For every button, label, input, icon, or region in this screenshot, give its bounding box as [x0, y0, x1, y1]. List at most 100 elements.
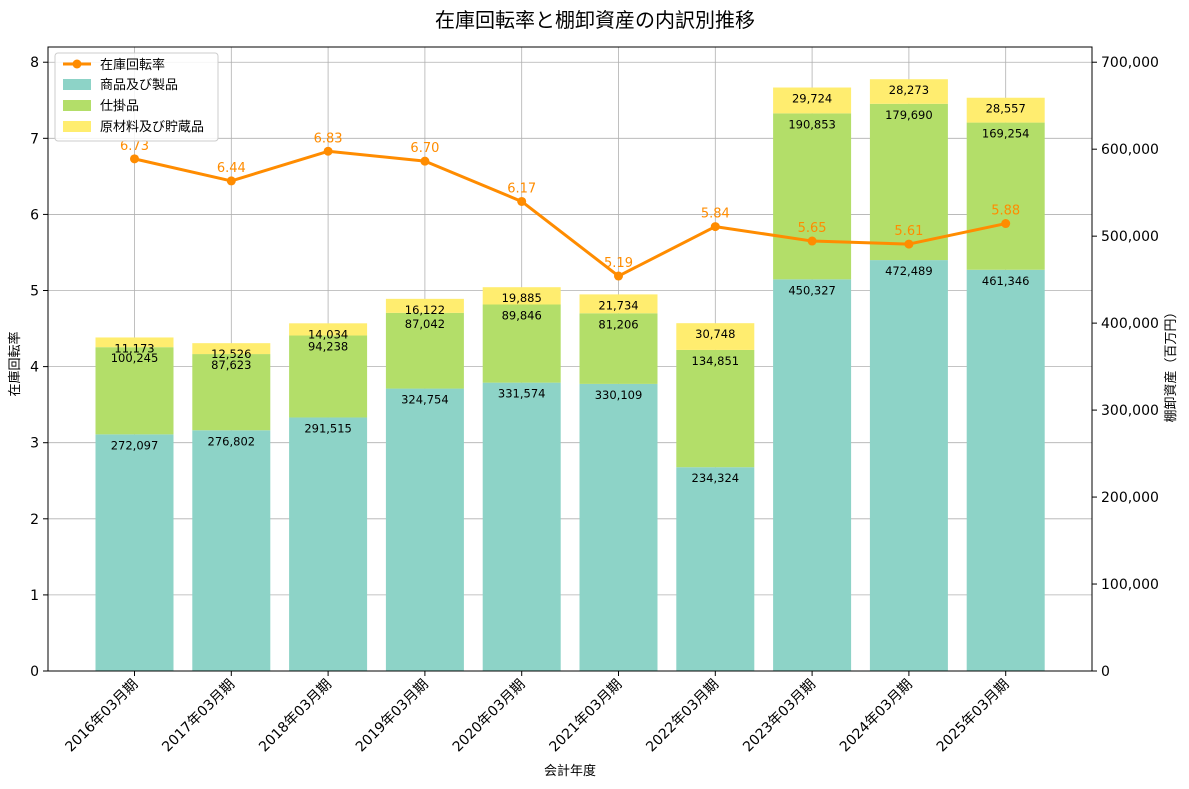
plot-frame: [47, 46, 1093, 672]
y-left-tick-label: 7: [30, 131, 39, 147]
bar-segment: [869, 260, 948, 671]
legend-swatch: [63, 121, 91, 132]
bar-value-label: 472,489: [885, 264, 933, 278]
bar-value-label: 12,526: [211, 347, 251, 361]
bar-segment: [482, 287, 561, 305]
bar-value-label: 234,324: [692, 471, 740, 485]
legend-swatch: [63, 79, 91, 90]
bar-segment: [95, 337, 174, 348]
line-layer: 6.73 6.44 6.83 6.70 6.17 5.19 5.84 5.65 5.61 5.88: [120, 131, 1020, 281]
bar-segment: [482, 382, 561, 671]
x-tick-label: 2018年03月期: [256, 677, 335, 756]
legend-label: 在庫回転率: [100, 57, 165, 73]
bar-segment: [385, 312, 464, 389]
x-tick-label: 2021年03月期: [547, 677, 626, 756]
bar-value-label: 16,122: [405, 303, 445, 317]
bar-segment: [289, 417, 368, 671]
bar-segment: [773, 87, 852, 114]
bar-value-label: 331,574: [498, 387, 546, 401]
bar-value-label: 21,734: [598, 298, 638, 312]
turnover-point: [226, 176, 236, 186]
x-tick-label: 2019年03月期: [353, 677, 432, 756]
bar-segment: [289, 335, 368, 418]
turnover-point: [1001, 219, 1011, 229]
bar-segment: [773, 113, 852, 280]
turnover-line: [134, 149, 1007, 278]
bar-segment: [869, 79, 948, 104]
bar-segment: [482, 304, 561, 383]
y-left-tick-label: 4: [30, 360, 39, 376]
bar-segment: [869, 103, 948, 261]
bar-segment: [676, 323, 755, 350]
bar-value-label: 81,206: [598, 317, 638, 331]
y-right-tick-label: 300,000: [1101, 403, 1159, 419]
turnover-value-label: 6.83: [314, 131, 343, 146]
turnover-value-label: 5.19: [604, 256, 633, 271]
bar-segment: [676, 467, 755, 671]
turnover-value-label: 5.88: [991, 204, 1020, 219]
y-left-tick-label: 0: [30, 664, 39, 680]
bar-value-label: 28,273: [889, 83, 929, 97]
x-tick-label: 2020年03月期: [450, 677, 529, 756]
bar-value-label: 94,238: [308, 340, 348, 354]
y-right-tick-label: 400,000: [1101, 316, 1159, 332]
x-tick-label: 2022年03月期: [643, 677, 722, 756]
bar-segment: [192, 430, 271, 671]
x-axis-label: 会計年度: [544, 763, 596, 779]
bar-value-label: 30,748: [695, 327, 735, 341]
bar-value-label: 276,802: [208, 434, 256, 448]
bar-value-label: 19,885: [502, 291, 542, 305]
turnover-value-label: 6.70: [410, 141, 439, 156]
bar-segment: [579, 383, 658, 671]
turnover-point: [904, 239, 914, 249]
legend-box: [54, 52, 219, 142]
bar-value-label: 461,346: [982, 274, 1030, 288]
bar-value-label: 87,042: [405, 317, 445, 331]
legend-swatch: [63, 100, 91, 111]
bar-segment: [385, 388, 464, 671]
turnover-point: [517, 196, 527, 206]
turnover-value-label: 6.44: [217, 161, 246, 176]
bar-value-label: 28,557: [986, 102, 1026, 116]
x-tick-label: 2017年03月期: [159, 677, 238, 756]
turnover-value-label: 5.65: [798, 221, 827, 236]
bar-segment: [966, 269, 1045, 671]
bar-segment: [192, 343, 271, 355]
bar-segment: [676, 349, 755, 468]
turnover-value-label: 6.17: [507, 181, 536, 196]
x-tick-label: 2024年03月期: [837, 677, 916, 756]
y-left-tick-label: 5: [30, 284, 39, 300]
turnover-point: [323, 146, 333, 156]
legend-label: 原材料及び貯蔵品: [100, 120, 204, 135]
y-left-tick-label: 1: [30, 588, 39, 604]
bar-value-label: 87,623: [211, 358, 251, 372]
y-right-tick-label: 600,000: [1101, 142, 1159, 158]
turnover-value-label: 6.73: [120, 139, 149, 154]
bar-value-label: 89,846: [502, 308, 542, 322]
bar-segment: [289, 323, 368, 336]
bar-value-label: 14,034: [308, 327, 348, 341]
bar-segment: [966, 122, 1045, 270]
turnover-point: [710, 222, 720, 232]
turnover-point: [420, 156, 430, 166]
bar-value-label: 29,724: [792, 92, 832, 106]
bar-value-label: 272,097: [111, 438, 159, 452]
y-right-tick-label: 0: [1101, 664, 1110, 680]
bar-value-label: 134,851: [692, 354, 740, 368]
bar-value-label: 291,515: [304, 421, 352, 435]
bar-segment: [192, 354, 271, 431]
bar-segment: [95, 347, 174, 435]
y-left-tick-label: 3: [30, 436, 39, 452]
bar-value-label: 324,754: [401, 393, 449, 407]
y-right-tick-label: 500,000: [1101, 229, 1159, 245]
bar-value-label: 11,173: [114, 341, 154, 355]
turnover-point: [614, 271, 623, 281]
bar-segment: [579, 313, 658, 384]
bar-value-label: 190,853: [788, 117, 836, 131]
y-left-tick-label: 2: [30, 512, 39, 528]
bar-segment: [966, 97, 1045, 123]
bar-segment: [579, 294, 658, 314]
